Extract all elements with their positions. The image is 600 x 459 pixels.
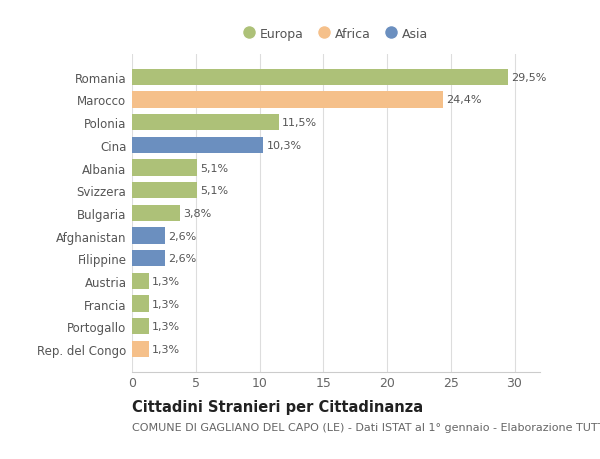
Text: 1,3%: 1,3% xyxy=(152,299,180,309)
Text: 11,5%: 11,5% xyxy=(282,118,317,128)
Text: 3,8%: 3,8% xyxy=(184,208,212,218)
Text: 10,3%: 10,3% xyxy=(266,140,302,151)
Bar xyxy=(132,137,263,154)
Text: Cittadini Stranieri per Cittadinanza: Cittadini Stranieri per Cittadinanza xyxy=(132,399,423,414)
Bar xyxy=(132,273,149,290)
Bar xyxy=(132,92,443,108)
Bar xyxy=(132,228,165,244)
Text: 5,1%: 5,1% xyxy=(200,163,229,173)
Bar xyxy=(132,69,508,86)
Legend: Europa, Africa, Asia: Europa, Africa, Asia xyxy=(239,23,433,46)
Bar xyxy=(132,183,197,199)
Bar xyxy=(132,251,165,267)
Bar xyxy=(132,341,149,358)
Text: 29,5%: 29,5% xyxy=(511,73,547,83)
Text: COMUNE DI GAGLIANO DEL CAPO (LE) - Dati ISTAT al 1° gennaio - Elaborazione TUTTI: COMUNE DI GAGLIANO DEL CAPO (LE) - Dati … xyxy=(132,422,600,432)
Text: 2,6%: 2,6% xyxy=(169,231,197,241)
Text: 1,3%: 1,3% xyxy=(152,344,180,354)
Bar xyxy=(132,296,149,312)
Text: 1,3%: 1,3% xyxy=(152,276,180,286)
Text: 1,3%: 1,3% xyxy=(152,322,180,331)
Bar xyxy=(132,205,181,222)
Bar xyxy=(132,160,197,176)
Text: 5,1%: 5,1% xyxy=(200,186,229,196)
Bar xyxy=(132,319,149,335)
Text: 2,6%: 2,6% xyxy=(169,254,197,263)
Text: 24,4%: 24,4% xyxy=(446,95,482,105)
Bar xyxy=(132,115,278,131)
